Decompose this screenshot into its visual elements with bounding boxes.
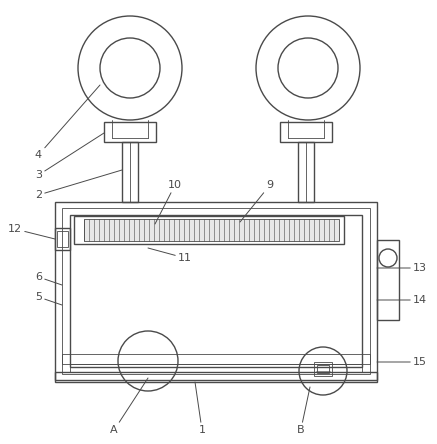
- Text: 6: 6: [35, 272, 62, 285]
- Text: 15: 15: [377, 357, 427, 367]
- Text: 3: 3: [35, 133, 104, 180]
- Text: 9: 9: [240, 180, 274, 222]
- Bar: [57, 231, 68, 247]
- Bar: [122, 142, 138, 202]
- Text: 5: 5: [35, 292, 62, 305]
- Text: 10: 10: [155, 180, 182, 224]
- Bar: [55, 228, 70, 250]
- Bar: [74, 216, 344, 244]
- Text: 2: 2: [35, 170, 122, 200]
- Text: 13: 13: [377, 263, 427, 273]
- Text: 14: 14: [377, 295, 427, 305]
- Bar: [70, 215, 362, 367]
- Text: 4: 4: [35, 85, 100, 160]
- Bar: [280, 122, 332, 142]
- Bar: [55, 202, 377, 380]
- Bar: [104, 122, 156, 142]
- Bar: [377, 240, 399, 320]
- Bar: [55, 372, 377, 382]
- Text: A: A: [111, 378, 148, 435]
- Bar: [298, 142, 314, 202]
- Bar: [62, 208, 370, 374]
- Text: B: B: [297, 387, 310, 435]
- Bar: [62, 354, 370, 364]
- Bar: [84, 219, 339, 241]
- Bar: [317, 365, 329, 373]
- Text: 12: 12: [8, 224, 55, 239]
- Bar: [314, 362, 332, 376]
- Text: 1: 1: [195, 382, 205, 435]
- Text: 11: 11: [148, 248, 192, 263]
- Bar: [70, 364, 362, 372]
